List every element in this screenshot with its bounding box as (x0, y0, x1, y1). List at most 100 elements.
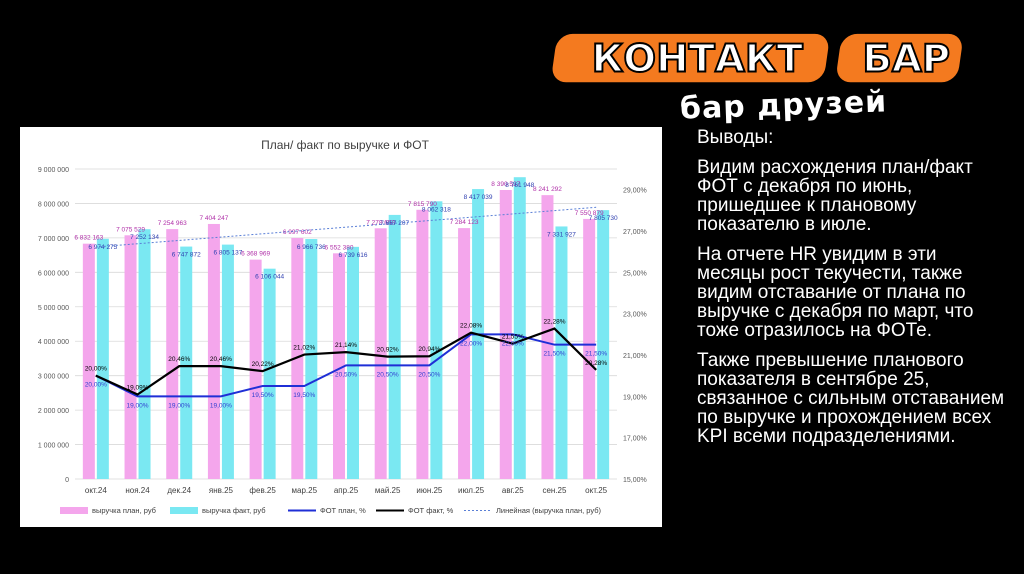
data-label-payroll-fact: 21,55% (502, 334, 524, 341)
x-tick-label: окт.24 (85, 486, 107, 495)
y-tick-label: 7 000 000 (38, 236, 69, 243)
data-label-payroll-fact: 20,00% (85, 366, 107, 373)
data-label-payroll-fact: 20,46% (168, 356, 190, 363)
bar-revenue-plan (458, 228, 471, 479)
logo-right-word: БАР (862, 37, 950, 82)
x-tick-label: сен.25 (542, 486, 567, 495)
data-label-revenue-fact: 7 252 134 (130, 234, 159, 241)
data-label-revenue-plan: 6 368 969 (241, 251, 270, 258)
y-tick-label: 6 000 000 (38, 270, 69, 277)
bar-revenue-fact (138, 229, 151, 479)
y-tick-label: 1 000 000 (38, 443, 69, 450)
data-label-payroll-plan: 20,50% (377, 371, 399, 378)
bar-revenue-plan (416, 209, 429, 479)
legend-label: выручка план, руб (92, 506, 156, 515)
bar-revenue-fact (305, 239, 318, 479)
data-label-payroll-plan: 21,50% (543, 351, 565, 358)
data-label-payroll-fact: 21,14% (335, 342, 357, 349)
data-label-payroll-plan: 20,50% (335, 371, 357, 378)
data-label-revenue-fact: 6 739 616 (339, 252, 368, 259)
data-label-revenue-plan: 6 832 163 (74, 235, 103, 242)
data-label-payroll-plan: 19,50% (252, 392, 274, 399)
bar-revenue-fact (555, 226, 568, 479)
data-label-payroll-plan: 19,50% (293, 392, 315, 399)
revenue-payroll-chart: План/ факт по выручке и ФОТ 6 832 163 6 9… (38, 138, 647, 515)
y-tick-label: 8 000 000 (38, 201, 69, 208)
data-label-payroll-plan: 22,00% (502, 340, 524, 347)
data-label-revenue-plan: 7 550 879 (575, 210, 604, 217)
data-label-payroll-fact: 21,02% (293, 345, 315, 352)
line-payroll-plan (95, 333, 597, 398)
y-tick-label: 4 000 000 (38, 339, 69, 346)
y-tick-label: 2 000 000 (38, 408, 69, 415)
bar-revenue-fact (263, 268, 276, 479)
data-label-revenue-plan: 6 997 602 (283, 229, 312, 236)
logo-wordmark: КОНТАКТ БАР (552, 33, 962, 83)
chart-panel: План/ факт по выручке и ФОТ 6 832 163 6 9… (20, 127, 662, 527)
data-label-revenue-fact: 6 805 137 (213, 250, 242, 257)
line-payroll-fact (95, 327, 597, 396)
bar-revenue-fact (96, 238, 109, 479)
chart-title: План/ факт по выручке и ФОТ (261, 138, 430, 152)
x-tick-label: апр.25 (334, 486, 359, 495)
y2-tick-label: 15,00% (623, 477, 647, 484)
bar-revenue-fact (430, 201, 443, 479)
data-label-payroll-fact: 20,22% (252, 361, 274, 368)
data-label-payroll-plan: 21,50% (585, 351, 607, 358)
y2-tick-label: 21,00% (623, 353, 647, 360)
x-tick-label: авг.25 (502, 486, 524, 495)
bar-revenue-fact (347, 246, 359, 479)
conclusion-paragraph: Также превышение планового показателя в … (697, 350, 1005, 447)
bar-revenue-fact (513, 177, 526, 479)
data-label-revenue-plan: 7 815 790 (408, 201, 437, 208)
data-label-payroll-plan: 19,00% (210, 402, 232, 409)
data-label-payroll-fact: 20,46% (210, 356, 232, 363)
legend-label: выручка факт, руб (202, 506, 266, 515)
data-label-revenue-fact: 8 761 948 (505, 182, 534, 189)
data-label-revenue-fact: 6 966 736 (297, 244, 326, 251)
data-label-payroll-fact: 22,28% (543, 319, 565, 326)
data-label-revenue-plan: 6 552 380 (325, 244, 354, 251)
x-tick-label: мар.25 (292, 486, 318, 495)
legend-swatch (170, 507, 198, 514)
conclusion-paragraph: Видим расхождения план/факт ФОТ с декабр… (697, 157, 973, 235)
bar-revenue-plan (124, 235, 137, 479)
legend-label: ФОТ факт, % (408, 506, 454, 515)
bar-revenue-plan (333, 253, 345, 479)
data-label-payroll-fact: 22,08% (460, 323, 482, 330)
x-tick-label: янв.25 (209, 486, 234, 495)
bar-revenue-plan (583, 218, 596, 479)
data-label-revenue-fact: 6 974 275 (88, 244, 117, 251)
y2-tick-label: 25,00% (623, 270, 647, 277)
y2-tick-label: 19,00% (623, 394, 647, 401)
bar-revenue-fact (180, 246, 193, 479)
x-tick-label: окт.25 (585, 486, 607, 495)
data-label-revenue-fact: 8 062 318 (422, 206, 451, 213)
bar-revenue-plan (541, 195, 554, 479)
y-tick-label: 5 000 000 (38, 305, 69, 312)
logo-left-plate (552, 33, 829, 83)
x-tick-label: дек.24 (167, 486, 191, 495)
bar-revenue-fact (597, 210, 610, 479)
data-label-revenue-plan: 7 404 247 (199, 215, 228, 222)
y2-tick-label: 23,00% (623, 312, 647, 319)
bar-revenue-plan (82, 243, 95, 479)
y2-tick-label: 17,00% (623, 436, 647, 443)
logo-right-plate (837, 33, 962, 83)
conclusion-heading: Выводы: (697, 127, 774, 148)
conclusion-paragraph: На отчете HR увидим в эти месяцы рост те… (697, 244, 974, 341)
data-label-revenue-plan: 7 254 963 (158, 220, 187, 227)
conclusions-text: Выводы: Видим расхождения план/факт ФОТ … (697, 128, 1007, 457)
logo-left-word: КОНТАКТ (592, 37, 804, 82)
data-label-revenue-fact: 7 805 730 (589, 215, 618, 222)
data-label-revenue-plan: 7 075 529 (116, 226, 145, 233)
bar-revenue-plan (207, 223, 220, 479)
brand-logo: КОНТАКТ БАР бар друзей (545, 30, 985, 127)
x-tick-label: июн.25 (416, 486, 443, 495)
y2-tick-label: 27,00% (623, 229, 647, 236)
data-label-payroll-fact: 20,28% (585, 360, 607, 367)
y-tick-label: 0 (65, 477, 69, 484)
data-label-revenue-fact: 6 747 872 (172, 252, 201, 259)
data-label-payroll-plan: 22,00% (460, 340, 482, 347)
x-tick-label: май.25 (375, 486, 401, 495)
